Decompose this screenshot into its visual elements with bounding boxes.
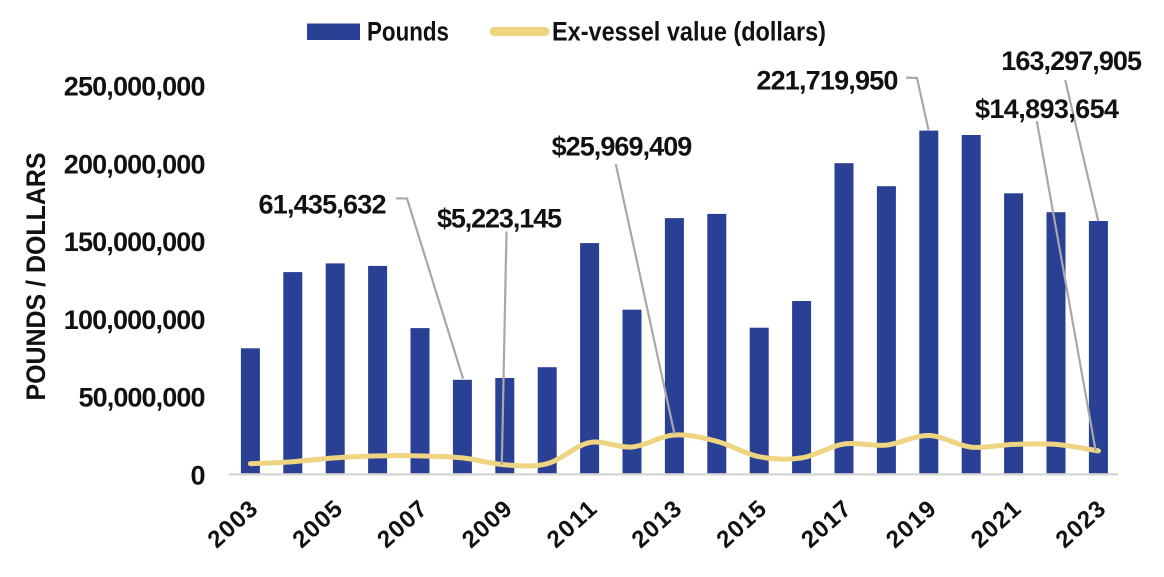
svg-text:POUNDS / DOLLARS: POUNDS / DOLLARS [21, 153, 51, 401]
svg-text:250,000,000: 250,000,000 [64, 72, 206, 102]
svg-text:163,297,905: 163,297,905 [1001, 46, 1142, 76]
svg-text:$14,893,654: $14,893,654 [975, 94, 1119, 124]
svg-text:221,719,950: 221,719,950 [756, 66, 898, 96]
svg-text:0: 0 [190, 460, 205, 490]
svg-text:150,000,000: 150,000,000 [64, 227, 206, 257]
svg-text:200,000,000: 200,000,000 [64, 149, 206, 179]
svg-text:Pounds: Pounds [367, 17, 449, 47]
svg-text:$25,969,409: $25,969,409 [552, 132, 693, 162]
svg-text:Ex-vessel value (dollars): Ex-vessel value (dollars) [552, 17, 826, 47]
svg-text:100,000,000: 100,000,000 [64, 305, 206, 335]
svg-text:61,435,632: 61,435,632 [259, 190, 387, 220]
svg-text:50,000,000: 50,000,000 [79, 383, 206, 413]
svg-text:$5,223,145: $5,223,145 [437, 204, 562, 234]
